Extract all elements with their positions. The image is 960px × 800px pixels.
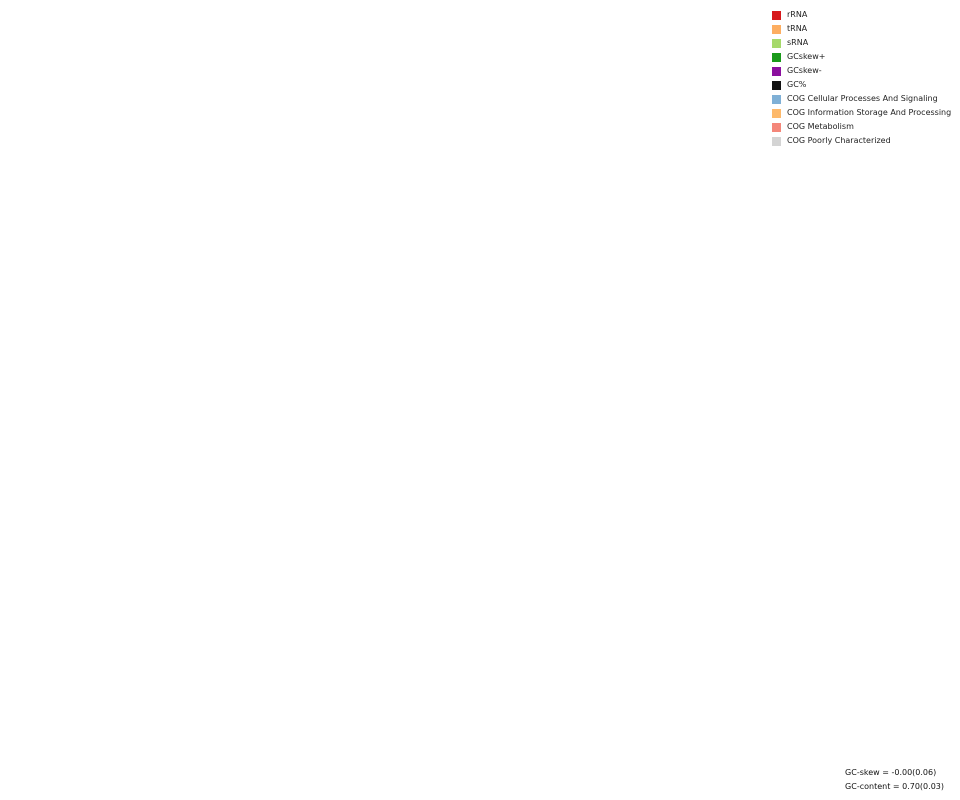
- legend-swatch: [772, 94, 781, 104]
- genome-stats: GC-skew = -0.00(0.06) GC-content = 0.70(…: [845, 766, 944, 794]
- legend-label: COG Metabolism: [787, 122, 854, 131]
- legend-item: COG Information Storage And Processing: [772, 106, 951, 120]
- legend-item: GCskew-: [772, 64, 951, 78]
- legend-item: COG Metabolism: [772, 120, 951, 134]
- legend-item: GCskew+: [772, 50, 951, 64]
- legend-label: tRNA: [787, 24, 808, 33]
- legend-item: sRNA: [772, 36, 951, 50]
- legend-label: GCskew+: [787, 52, 826, 61]
- legend-swatch: [772, 108, 781, 118]
- legend-swatch: [772, 66, 781, 76]
- legend-label: GCskew-: [787, 66, 822, 75]
- gc-skew-stat: GC-skew = -0.00(0.06): [845, 768, 937, 777]
- legend: rRNA tRNA sRNA GCskew+ GCskew- GC% COG Cellula…: [772, 8, 951, 148]
- legend-label: COG Poorly Characterized: [787, 136, 891, 145]
- legend-label: COG Information Storage And Processing: [787, 108, 952, 117]
- legend-item: COG Poorly Characterized: [772, 134, 951, 148]
- legend-item: COG Cellular Processes And Signaling: [772, 92, 951, 106]
- legend-label: COG Cellular Processes And Signaling: [787, 94, 938, 103]
- gc-content-stat: GC-content = 0.70(0.03): [845, 782, 944, 791]
- legend-swatch: [772, 24, 781, 34]
- legend-swatch: [772, 122, 781, 132]
- legend-label: GC%: [787, 80, 807, 89]
- legend-swatch: [772, 10, 781, 20]
- legend-label: sRNA: [787, 38, 809, 47]
- legend-item: rRNA: [772, 8, 951, 22]
- legend-swatch: [772, 38, 781, 48]
- legend-item: tRNA: [772, 22, 951, 36]
- legend-swatch: [772, 52, 781, 62]
- legend-label: rRNA: [787, 10, 808, 19]
- legend-swatch: [772, 80, 781, 90]
- legend-swatch: [772, 136, 781, 146]
- legend-item: GC%: [772, 78, 951, 92]
